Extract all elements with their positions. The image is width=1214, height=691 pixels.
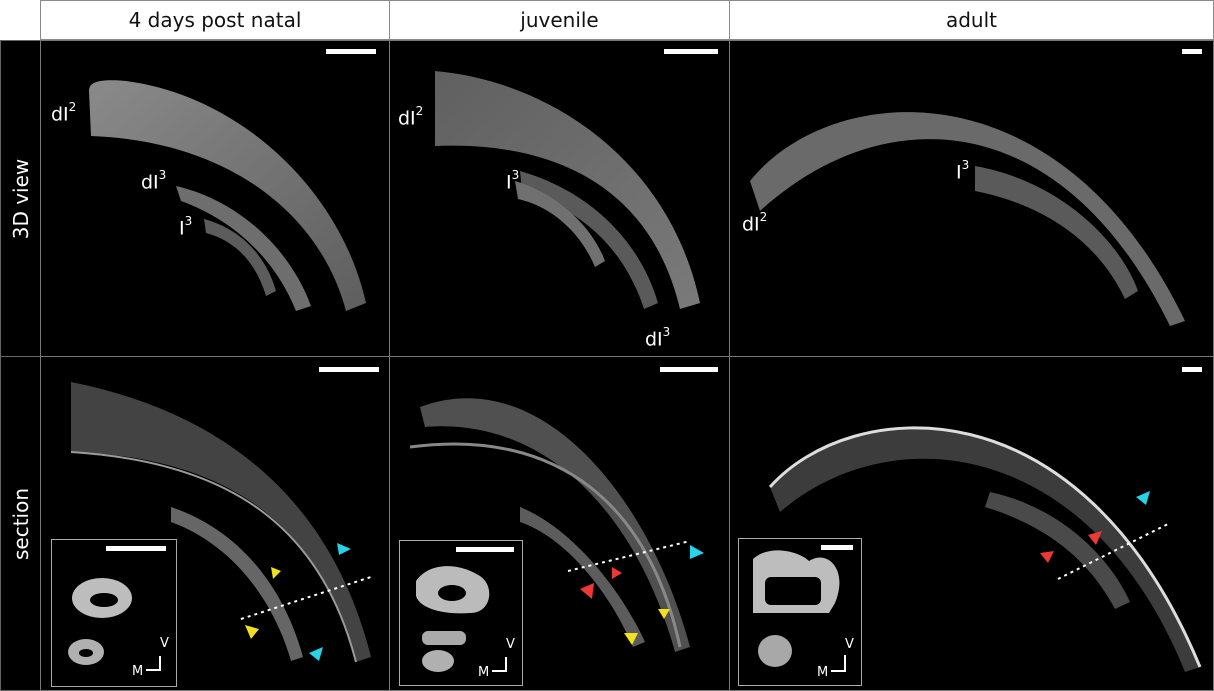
axis-v: V (845, 637, 854, 652)
panel-section-juvenile: V M (389, 356, 730, 691)
yellow-arrowhead (658, 609, 670, 619)
scale-bar (664, 49, 718, 54)
cross-section-inset: V M (738, 538, 862, 686)
scale-bar (1182, 367, 1202, 372)
cross-section-inset: V M (399, 540, 523, 686)
column-header-adult: adult (729, 0, 1214, 40)
row-label-section-text: section (8, 487, 33, 560)
section-image (70, 382, 372, 663)
label-di2: dI2 (742, 210, 768, 236)
panel-section-4-days: V M (40, 356, 390, 691)
axis-v: V (506, 637, 515, 652)
row-label-3d-view: 3D view (0, 40, 41, 357)
label-di2: dI2 (398, 104, 424, 130)
panel-3d-juvenile: dI2 I3 dI3 (389, 40, 730, 357)
cross-section-shapes (68, 578, 161, 671)
label-di2: dI2 (51, 100, 77, 126)
inset-scale-bar (106, 546, 166, 551)
column-header-juvenile: juvenile (389, 0, 730, 40)
label-i3: I3 (506, 168, 520, 194)
teeth-3d-render (750, 112, 1185, 326)
cyan-arrowhead (309, 647, 323, 661)
inset-scale-bar (456, 547, 514, 552)
scale-bar (1182, 49, 1202, 54)
label-di3: dI3 (645, 325, 671, 351)
section-image (768, 426, 1202, 672)
cross-section-inset: V M (51, 539, 177, 687)
column-header-4-days: 4 days post natal (40, 0, 390, 40)
cross-section-shapes (416, 566, 507, 672)
yellow-arrowhead (624, 633, 638, 645)
red-arrowhead (612, 567, 622, 579)
row-label-section: section (0, 356, 41, 691)
label-i3: I3 (179, 214, 193, 240)
axis-m: M (132, 664, 144, 679)
label-i3: I3 (956, 158, 970, 184)
scale-bar (319, 367, 379, 372)
row-label-3d-text: 3D view (8, 158, 33, 239)
section-image (409, 398, 704, 652)
yellow-arrowhead (271, 567, 281, 579)
panel-3d-4-days: dI2 dI3 I3 (40, 40, 390, 357)
cyan-arrowhead (690, 545, 704, 559)
axis-m: M (817, 665, 829, 680)
cyan-arrowhead (1136, 491, 1150, 505)
label-di3: dI3 (141, 168, 167, 194)
inset-scale-bar (821, 545, 853, 550)
cross-section-shapes (753, 550, 846, 672)
scale-bar (326, 49, 376, 54)
scale-bar (660, 367, 718, 372)
panel-3d-adult: I3 dI2 (729, 40, 1214, 357)
red-arrowhead (580, 583, 594, 599)
cyan-arrowhead (337, 543, 351, 555)
panel-section-adult: V M (729, 356, 1214, 691)
yellow-arrowhead (245, 625, 259, 639)
axis-m: M (478, 665, 490, 680)
red-arrowhead (1040, 551, 1054, 563)
axis-v: V (160, 636, 169, 651)
red-arrowhead (1088, 531, 1102, 545)
teeth-3d-render (435, 71, 700, 309)
teeth-3d-render (89, 80, 366, 311)
